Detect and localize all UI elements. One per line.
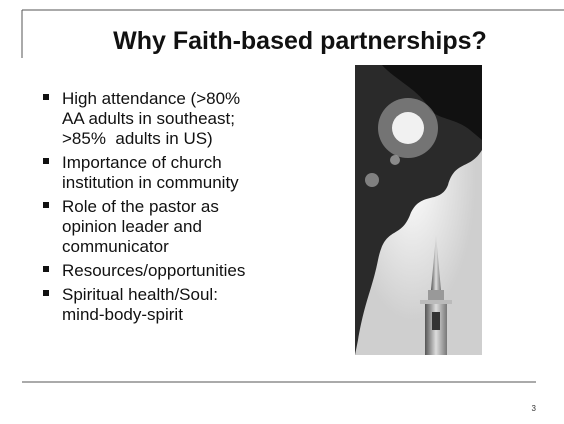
bullet-marker bbox=[43, 94, 49, 100]
bullet-text: AA adults in southeast; bbox=[62, 109, 235, 128]
bullet-marker bbox=[43, 290, 49, 296]
photo bbox=[355, 65, 482, 355]
bullet-list: High attendance (>80%AA adults in southe… bbox=[43, 89, 245, 324]
slide-title: Why Faith-based partnerships? bbox=[113, 27, 487, 55]
bullet-text: Resources/opportunities bbox=[62, 261, 245, 280]
bullet-text: institution in community bbox=[62, 173, 239, 192]
bullet-text: opinion leader and bbox=[62, 217, 202, 236]
slide-canvas: Why Faith-based partnerships? High atten… bbox=[0, 0, 564, 424]
bullet-text: Importance of church bbox=[62, 153, 222, 172]
bullet-text: mind-body-spirit bbox=[62, 305, 183, 324]
bullet-marker bbox=[43, 158, 49, 164]
bullet-text: Role of the pastor as bbox=[62, 197, 219, 216]
slide: Why Faith-based partnerships? High atten… bbox=[0, 0, 564, 424]
bullet-text: High attendance (>80% bbox=[62, 89, 240, 108]
bullet-text: >85% adults in US) bbox=[62, 129, 213, 148]
bullet-text: Spiritual health/Soul: bbox=[62, 285, 218, 304]
bullet-marker bbox=[43, 202, 49, 208]
bullet-marker bbox=[43, 266, 49, 272]
bullet-text: communicator bbox=[62, 237, 169, 256]
page-number: 3 bbox=[532, 404, 537, 413]
